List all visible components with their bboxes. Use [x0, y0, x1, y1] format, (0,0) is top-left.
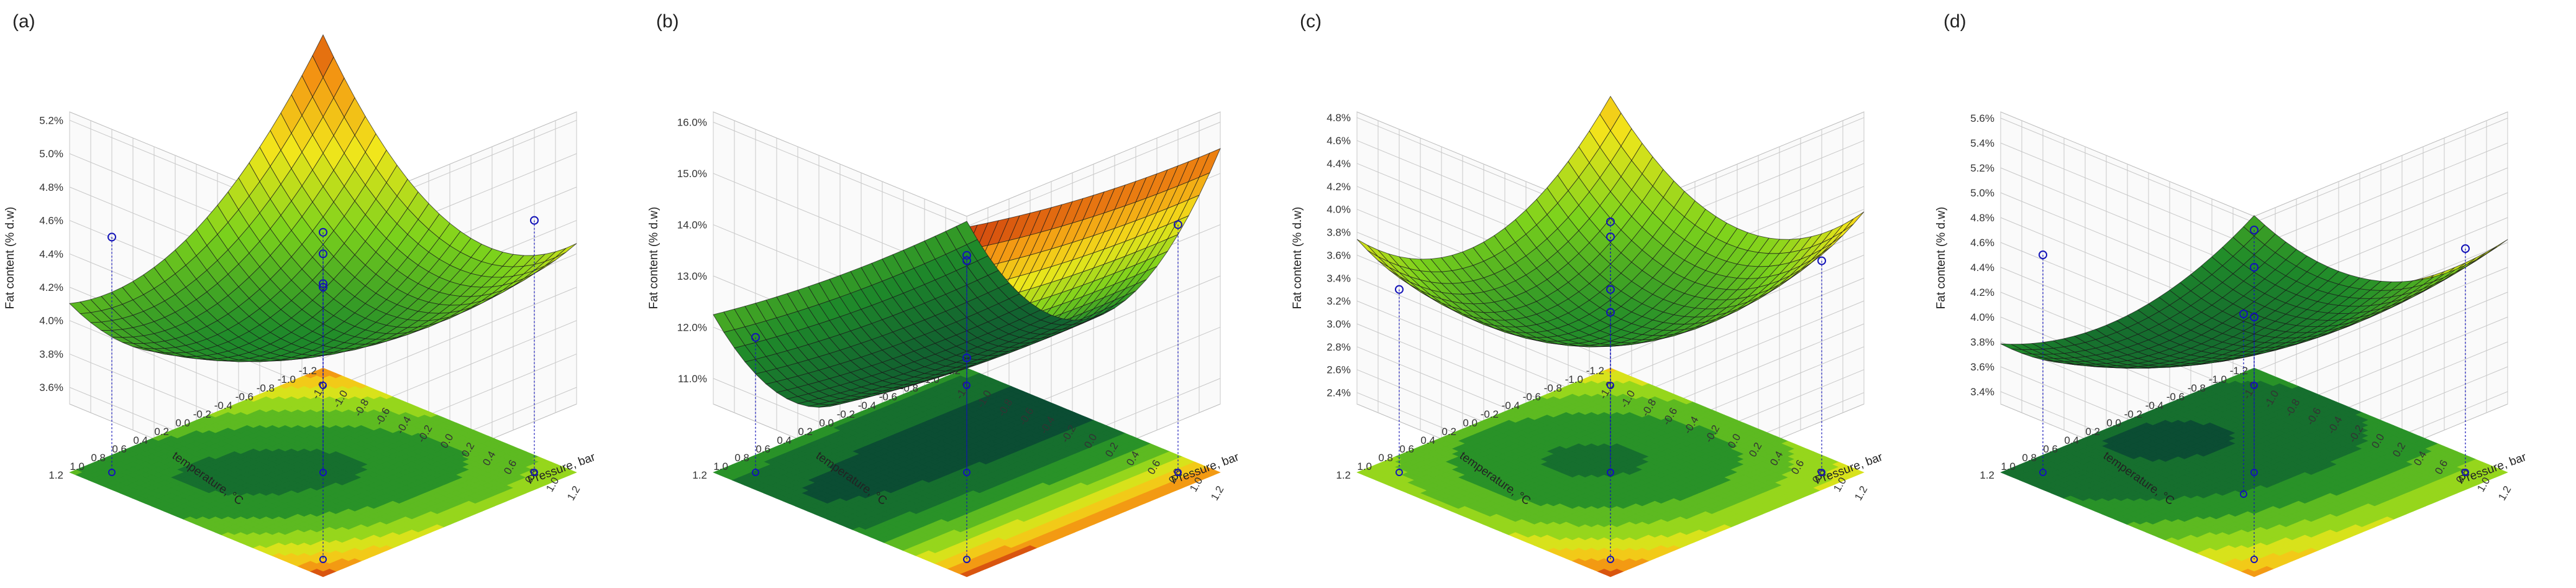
y-tick-label: -0.2: [193, 408, 211, 420]
y-tick-label: -0.8: [257, 382, 275, 394]
surface-chart-c: -1.2 -1.0 -0.8 -0.6 -0.4 -0.2 0.0 0.2 0.4 0.6 0.8 1…: [1291, 96, 1885, 577]
y-tick-label: 0.2: [154, 426, 169, 438]
panel-label: (c): [1300, 11, 1322, 32]
data-point: [319, 227, 327, 237]
z-tick-label: 3.8%: [39, 348, 63, 360]
data-point: [751, 333, 760, 342]
floor-contour: [69, 367, 577, 577]
y-tick-label: -0.4: [214, 400, 232, 411]
x-tick-label: 1.2: [1208, 484, 1226, 503]
y-tick-label: -1.0: [278, 374, 296, 385]
x-tick-label: 1.2: [565, 484, 582, 503]
y-tick-label: 1.2: [48, 469, 63, 481]
data-point: [1174, 220, 1182, 229]
z-tick-label: 5.0%: [39, 148, 63, 160]
y-tick-label: -0.4: [858, 400, 876, 411]
z-axis-label: Fat content (% d.w): [4, 207, 17, 310]
chart-panel-b: (b) -1.2 -1.0 -0.8 -0.6 -0.4 -0.2 0.0 0.2 0.4 0.6…: [644, 0, 1287, 588]
y-tick-label: -1.2: [299, 365, 317, 377]
response-surface: [69, 34, 577, 362]
z-tick-label: 16.0%: [677, 116, 707, 128]
data-point-projection: [319, 469, 327, 476]
z-tick-label: 4.8%: [39, 181, 63, 193]
observed-points: [107, 216, 539, 563]
observed-points: [751, 220, 1182, 563]
surface-chart-b: -1.2 -1.0 -0.8 -0.6 -0.4 -0.2 0.0 0.2 0.4 0.6 0.8 1…: [647, 111, 1241, 577]
response-surface: [713, 148, 1221, 408]
data-point: [319, 249, 327, 259]
z-tick-label: 3.6%: [39, 382, 63, 393]
z-tick-label: 12.0%: [677, 321, 707, 333]
y-tick-label: 0.8: [734, 452, 749, 464]
data-point-projection: [108, 469, 116, 476]
y-tick-label: 0.8: [91, 452, 106, 464]
z-tick-label: 13.0%: [677, 270, 707, 282]
chart-panel-a: (a) -1.2 -1.0 -0.8 -0.6 -0.4 -0.2 0.0 0.2 0.4 0.6…: [0, 0, 644, 588]
z-tick-label: 4.4%: [39, 248, 63, 260]
floor-contour: [713, 367, 1221, 577]
floor-contour: [1356, 367, 1865, 577]
z-tick-label: 11.0%: [678, 373, 707, 385]
data-point: [962, 250, 971, 260]
data-point: [107, 232, 116, 242]
y-tick-label: 1.0: [70, 461, 84, 472]
z-tick-label: 4.0%: [39, 315, 63, 327]
data-point-projection: [963, 469, 971, 476]
y-tick-label: 0.6: [756, 443, 770, 455]
surface-chart-a: -1.2 -1.0 -0.8 -0.6 -0.4 -0.2 0.0 0.2 0.4 0.6 0.8 1…: [4, 34, 598, 577]
data-point-projection: [963, 556, 971, 563]
y-tick-label: 0.6: [112, 443, 127, 455]
y-tick-label: 0.4: [133, 434, 148, 446]
floor-cell: [316, 571, 330, 577]
chart-panel-c: (c) -1.2 -1.0 -0.8 -0.6 -0.4 -0.2 0.0 0.2 0.4 0.6…: [1287, 0, 1931, 588]
y-tick-label: -0.2: [837, 408, 855, 420]
z-tick-label: 4.6%: [39, 215, 63, 227]
data-point-projection: [319, 556, 327, 563]
data-point: [530, 216, 539, 225]
y-tick-label: 1.0: [713, 461, 728, 472]
y-tick-label: 0.2: [798, 426, 813, 438]
y-tick-label: 1.2: [692, 469, 707, 481]
axis-ticks: -1.2 -1.0 -0.8 -0.6 -0.4 -0.2 0.0 0.2 0.4 0.6 0.8 1…: [39, 114, 582, 502]
surface-cell: [312, 34, 334, 78]
z-axis-label: Fat content (% d.w): [647, 207, 660, 310]
surface-cell: [956, 221, 978, 245]
y-tick-label: -0.6: [235, 391, 253, 403]
panel-label: (b): [656, 11, 679, 32]
y-tick-label: 0.0: [819, 417, 834, 429]
data-point-projection: [531, 469, 538, 476]
z-tick-label: 14.0%: [677, 219, 707, 231]
data-point: [962, 353, 971, 362]
z-tick-label: 15.0%: [677, 168, 707, 180]
z-tick-label: 4.2%: [39, 282, 63, 293]
y-tick-label: 0.0: [175, 417, 190, 429]
panel-label: (a): [12, 11, 35, 32]
y-tick-label: 0.4: [777, 434, 792, 446]
data-point-projection: [1174, 469, 1182, 476]
data-point: [319, 283, 327, 292]
z-tick-label: 5.2%: [39, 114, 63, 126]
data-point-projection: [752, 469, 759, 476]
floor-cell: [960, 571, 974, 577]
y-tick-label: -0.6: [879, 391, 897, 403]
